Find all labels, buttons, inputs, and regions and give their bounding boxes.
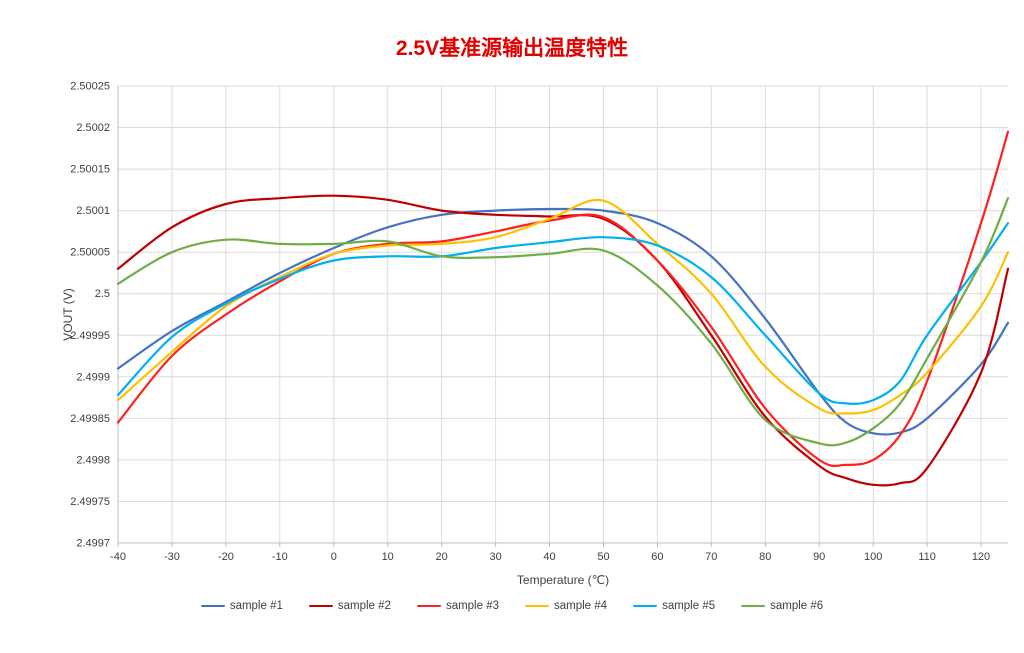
x-tick-label: 120: [972, 551, 990, 563]
y-tick-label: 2.5: [95, 288, 110, 300]
legend-label: sample #6: [770, 600, 824, 612]
legend-swatch: [633, 604, 658, 608]
y-tick-label: 2.4999: [76, 371, 110, 383]
y-tick-label: 2.50015: [70, 164, 110, 176]
x-tick-label: 100: [864, 551, 882, 563]
y-tick-label: 2.5001: [76, 205, 110, 217]
x-tick-label: -40: [110, 551, 126, 563]
x-tick-label: 90: [813, 551, 825, 563]
x-tick-label: 20: [435, 551, 447, 563]
x-tick-label: 50: [597, 551, 609, 563]
series-line-sample-3: [116, 130, 1010, 468]
series-line-sample-5: [116, 222, 1010, 405]
x-tick-label: 0: [331, 551, 337, 563]
y-tick-label: 2.50005: [70, 247, 110, 259]
x-axis-title: Temperature (℃): [517, 573, 609, 587]
y-tick-label: 2.49985: [70, 413, 110, 425]
legend-item: sample #1: [200, 600, 283, 612]
x-tick-label: 60: [651, 551, 663, 563]
y-tick-label: 2.49995: [70, 330, 110, 342]
legend-swatch: [416, 604, 441, 608]
series-line-sample-6: [116, 197, 1010, 447]
legend-label: sample #4: [554, 600, 608, 612]
x-tick-label: 30: [489, 551, 501, 563]
legend-item: sample #3: [416, 600, 499, 612]
y-axis-title: VOUT (V): [61, 288, 75, 340]
x-tick-label: -20: [218, 551, 234, 563]
y-tick-label: 2.50025: [70, 81, 110, 93]
legend-label: sample #3: [445, 600, 499, 612]
legend-item: sample #5: [633, 600, 715, 612]
legend-item: sample #2: [308, 600, 391, 612]
y-tick-label: 2.49975: [70, 496, 110, 508]
series-line-sample-2: [116, 194, 1010, 487]
legend-item: sample #4: [525, 600, 607, 612]
x-tick-label: 40: [543, 551, 555, 563]
y-tick-label: 2.5002: [76, 122, 110, 134]
line-chart-plot-area: 2.4997 2.49975 2.4998 2.49985 2.4999 2.49995 2…: [61, 81, 1010, 587]
x-tick-label: 80: [759, 551, 771, 563]
legend-item: sample #6: [741, 600, 823, 612]
series-line-sample-1: [116, 207, 1010, 436]
series-line-sample-4: [116, 198, 1010, 415]
chart-title: 2.5V基准源输出温度特性: [395, 37, 629, 60]
legend-label: sample #5: [662, 600, 716, 612]
x-tick-label: -30: [164, 551, 180, 563]
x-tick-label: -10: [272, 551, 288, 563]
y-tick-label: 2.4998: [76, 454, 110, 466]
chart-legend: sample #1 sample #2 sample #3 sample #4 samp…: [0, 600, 1024, 612]
y-tick-label: 2.4997: [76, 538, 110, 550]
legend-swatch: [200, 604, 225, 608]
x-tick-label: 10: [382, 551, 394, 563]
x-tick-label: 70: [705, 551, 717, 563]
legend-label: sample #2: [337, 600, 391, 612]
legend-label: sample #1: [229, 600, 283, 612]
legend-swatch: [741, 604, 766, 608]
legend-swatch: [525, 604, 549, 608]
x-tick-label: 110: [918, 551, 936, 563]
legend-swatch: [308, 604, 333, 608]
